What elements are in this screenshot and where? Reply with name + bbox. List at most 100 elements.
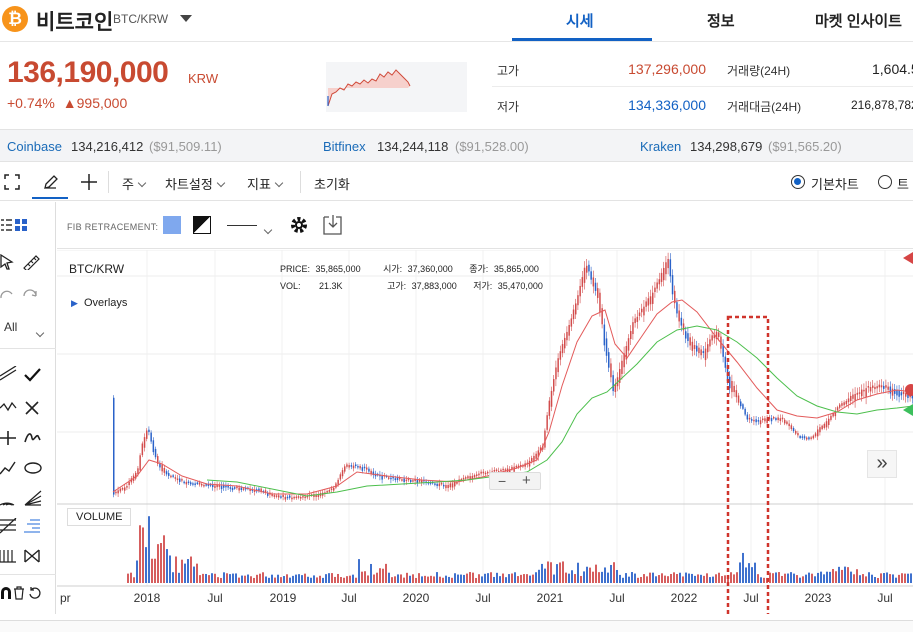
volume-bar [187,559,189,583]
redo-icon[interactable] [22,288,38,300]
bowtie-pattern-icon[interactable] [24,548,40,564]
tab-market-insight[interactable]: 마켓 인사이트 [815,13,902,30]
trend-line-icon[interactable] [0,366,18,382]
reset-button[interactable]: 초기화 [314,177,350,192]
volume-bar [754,562,756,583]
list-grid-toggle-icon[interactable] [0,218,30,232]
exchange-coinbase[interactable]: Coinbase [7,139,62,154]
history-refresh-icon[interactable] [28,586,42,600]
ruler-icon[interactable] [22,254,40,270]
price-candle [553,379,555,392]
polyline-icon[interactable] [0,460,18,476]
volume-bar [427,576,429,583]
price-candle [649,296,652,305]
fib-retracement-icon[interactable] [0,518,18,534]
trash-icon[interactable] [13,586,25,600]
volume-bar [433,576,435,583]
undo-icon[interactable] [0,288,14,300]
price-value: 35,865,000 [315,264,361,274]
crosshair-plus-icon[interactable] [80,173,98,191]
price-candle [515,465,518,468]
price-candle [850,395,852,402]
price-candle [304,496,306,499]
volume-bar [145,547,147,583]
price-candle [159,463,161,468]
chevron-down-icon[interactable] [263,225,273,235]
volume-bar [673,572,675,583]
tab-quotes[interactable]: 시세 [566,13,594,30]
volume-bar [442,577,444,583]
other-chart-radio[interactable] [878,175,892,189]
tab-info[interactable]: 정보 [707,13,735,30]
gear-icon[interactable] [289,215,309,235]
price-candle [643,306,645,316]
fib-arc-icon[interactable] [0,490,18,506]
zoom-in-button[interactable]: + [522,472,531,489]
indicator-menu[interactable]: 지표 [247,174,284,193]
drawing-tools-panel: All [0,202,56,614]
price-candle [839,404,841,408]
volume-bar [886,572,888,583]
x-axis-tick-label: Jul [877,591,892,605]
price-candle [878,384,881,388]
x-axis-tick-label: 2020 [403,591,430,605]
line-color-swatch[interactable] [193,216,211,234]
freehand-brush-icon[interactable] [24,430,42,446]
price-candle [788,423,790,427]
basic-chart-radio[interactable] [791,175,805,189]
bottom-scroll-strip [0,620,913,632]
volume-bar [742,552,744,583]
chart-settings-menu[interactable]: 차트설정 [165,174,226,193]
price-chart[interactable]: pr 2018 Jul 2019 Jul 2020 Jul 2021 Jul 2022 Jul 202… [57,249,913,620]
price-candle [773,416,775,419]
chevron-down-icon[interactable] [35,328,45,338]
cursor-arrow-icon[interactable] [0,254,14,270]
volume-bar [358,559,360,583]
volume-bar [463,574,465,583]
fill-color-swatch[interactable] [163,216,181,234]
price-candle [885,385,887,388]
line-style-sample[interactable] [227,225,257,226]
volume-bar [337,573,339,583]
coin-selector-caret-icon[interactable] [180,15,192,22]
exchange-kraken[interactable]: Kraken [640,139,682,154]
price-candle [564,337,566,349]
price-candle [203,484,205,487]
volume-bar [853,574,855,583]
price-candle [867,386,870,388]
magnet-icon[interactable] [0,586,12,600]
price-candle [625,346,628,360]
scroll-to-latest-button[interactable]: » [867,450,897,478]
price-candle [817,429,819,437]
period-selector[interactable]: 주 [122,174,147,193]
volume-bar [724,575,726,583]
fib-levels-icon[interactable] [24,518,42,534]
price-candle [894,389,896,394]
chart-canvas[interactable]: pr 2018 Jul 2019 Jul 2020 Jul 2021 Jul 2022 Jul 202… [57,249,913,620]
wave-line-icon[interactable] [0,400,18,414]
exchange-bitfinex[interactable]: Bitfinex [323,139,366,154]
price-candle [434,483,436,485]
price-candle [533,455,535,462]
price-candle [905,393,907,397]
ellipse-icon[interactable] [24,462,42,474]
volume-bar [178,572,180,583]
price-candle [227,485,229,488]
overlays-toggle[interactable]: ▶ Overlays [71,297,127,309]
price-candle [707,344,709,353]
zoom-out-button[interactable]: − [498,473,507,489]
save-template-icon[interactable] [323,214,343,236]
price-candle [861,389,863,397]
price-candle [733,385,735,393]
fullscreen-icon[interactable] [4,174,20,190]
price-candle [495,469,498,472]
price-candle [863,389,865,392]
gann-box-icon[interactable] [0,548,18,564]
close-x-icon[interactable] [24,400,40,416]
cross-line-icon[interactable] [0,430,16,446]
checkmark-icon[interactable] [24,368,42,382]
draw-tool-tab[interactable] [32,167,68,199]
volume-bar [208,575,210,583]
tool-filter-label[interactable]: All [4,320,18,334]
fib-fan-icon[interactable] [24,490,42,506]
